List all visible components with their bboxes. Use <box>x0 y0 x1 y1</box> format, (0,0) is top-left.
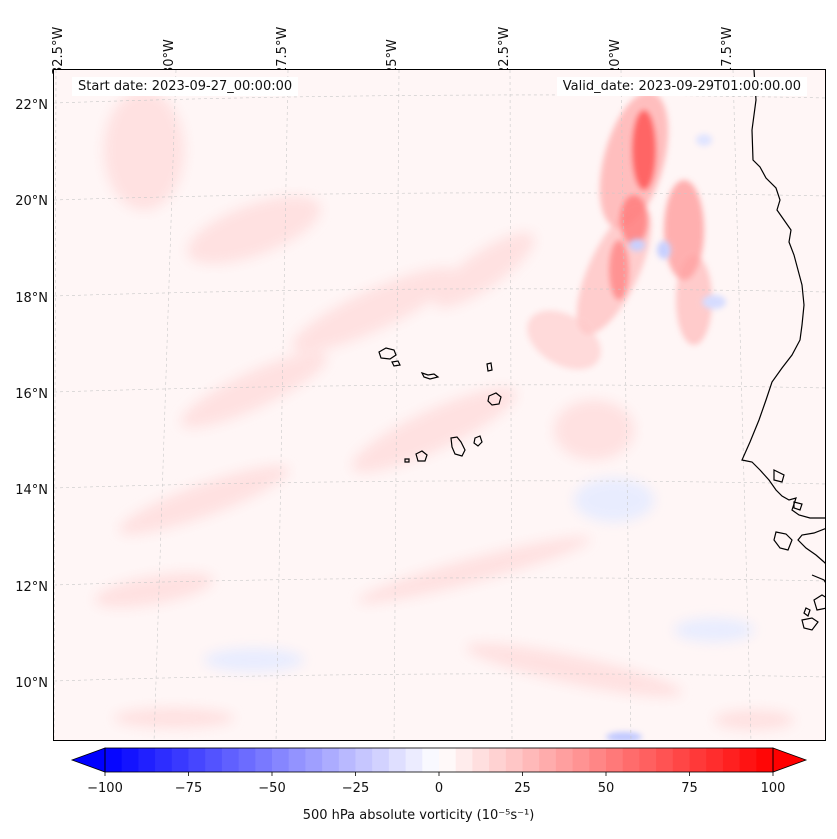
colorbar-cell <box>338 748 356 772</box>
colorbar-cell <box>288 748 306 772</box>
lat-label-10n: 10°N <box>15 676 48 691</box>
colorbar-cell <box>405 748 423 772</box>
colorbar-cell <box>305 748 323 772</box>
colorbar-tick-label: −25 <box>341 781 370 796</box>
colorbar-cell <box>472 748 490 772</box>
lat-label-16n: 16°N <box>15 387 48 402</box>
colorbar-tick-label: −75 <box>174 781 203 796</box>
island-sal <box>486 362 493 372</box>
colorbar-cell <box>439 748 457 772</box>
colorbar-cells <box>105 748 774 772</box>
graticule <box>54 70 825 740</box>
lon-label-32-5w: 32.5°W <box>51 26 66 75</box>
colorbar-cell <box>639 748 657 772</box>
start-date-label: Start date: 2023-09-27_00:00:00 <box>72 77 299 96</box>
lat-label-14n: 14°N <box>15 483 48 498</box>
colorbar-cell <box>188 748 206 772</box>
colorbar-cell <box>121 748 139 772</box>
island-santiago <box>450 436 466 457</box>
colorbar-cell <box>322 748 340 772</box>
lat-label-18n: 18°N <box>15 291 48 306</box>
colorbar-cell <box>205 748 223 772</box>
colorbar-tick-marks <box>104 772 774 776</box>
colorbar-cell <box>489 748 507 772</box>
map-panel <box>53 69 826 741</box>
colorbar-cell <box>238 748 256 772</box>
lat-label-22n: 22°N <box>15 98 48 113</box>
colorbar-extend-max <box>772 747 808 773</box>
colorbar-cell <box>522 748 540 772</box>
colorbar-tick-label: 25 <box>514 781 531 796</box>
colorbar-cell <box>155 748 173 772</box>
colorbar-cell <box>138 748 156 772</box>
colorbar-tick-label: 50 <box>597 781 615 796</box>
island-brava <box>404 458 410 463</box>
colorbar-cell <box>221 748 240 772</box>
vorticity-map <box>54 70 825 740</box>
colorbar-cell <box>422 748 440 772</box>
colorbar-cell <box>272 748 290 772</box>
lat-label-12n: 12°N <box>15 580 48 595</box>
island-boa-vista <box>487 392 502 406</box>
colorbar-cell <box>105 748 123 772</box>
colorbar-cell <box>739 748 757 772</box>
colorbar-cell <box>722 748 741 772</box>
colorbar-label: 500 hPa absolute vorticity (10⁻⁵s⁻¹) <box>302 808 535 823</box>
africa-coastline <box>741 70 825 631</box>
colorbar-cell <box>171 748 189 772</box>
colorbar-cell <box>355 748 373 772</box>
colorbar-tick-label: −100 <box>87 781 123 796</box>
colorbar-cell <box>539 748 557 772</box>
island-santo-antao <box>378 347 397 360</box>
lon-label-27-5w: 27.5°W <box>275 26 290 75</box>
colorbar-cell <box>572 748 590 772</box>
island-sao-vicente <box>391 360 401 367</box>
colorbar-cell <box>606 748 624 772</box>
colorbar-tick-label: −50 <box>258 781 286 796</box>
cape-verde-islands <box>378 347 502 463</box>
colorbar-cell <box>622 748 640 772</box>
colorbar-cell <box>589 748 607 772</box>
colorbar-tick-label: 100 <box>760 781 786 796</box>
colorbar-cell <box>672 748 690 772</box>
colorbar-cell <box>656 748 674 772</box>
vorticity-negative-cores <box>606 134 726 740</box>
vorticity-band-strong <box>527 91 712 370</box>
colorbar-extend-min <box>70 747 106 773</box>
lon-label-17-5w: 17.5°W <box>720 26 735 75</box>
vorticity-field-positive-diffuse <box>94 90 794 730</box>
island-sao-nicolau <box>420 371 440 380</box>
lon-label-22-5w: 22.5°W <box>497 26 512 75</box>
colorbar-cell <box>455 748 473 772</box>
colorbar-cell <box>388 748 407 772</box>
colorbar-cell <box>372 748 390 772</box>
colorbar-cell <box>706 748 724 772</box>
colorbar-cell <box>689 748 707 772</box>
island-maio <box>473 435 483 447</box>
valid-date-label: Valid_date: 2023-09-29T01:00:00.00 <box>556 77 807 96</box>
colorbar-cell <box>756 748 774 772</box>
vorticity-field-negative-diffuse <box>204 478 754 672</box>
colorbar-cell <box>255 748 273 772</box>
colorbar-cell <box>555 748 574 772</box>
colorbar-tick-label: 75 <box>681 781 698 796</box>
island-fogo <box>415 450 428 462</box>
colorbar-tick-label: 0 <box>434 781 444 796</box>
colorbar-cell <box>505 748 523 772</box>
lat-label-20n: 20°N <box>15 194 48 209</box>
colorbar-outline <box>104 747 774 773</box>
